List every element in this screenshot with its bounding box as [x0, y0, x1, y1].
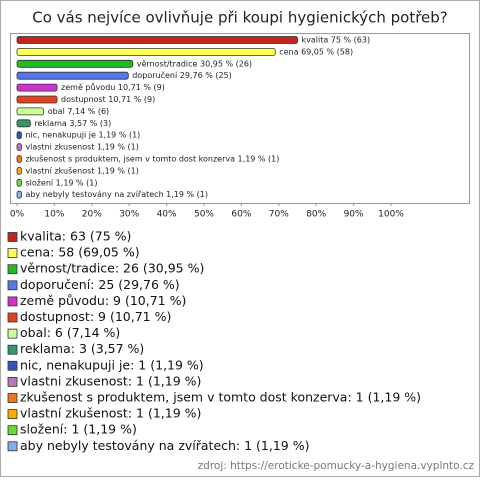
legend-label: reklama: 3 (3,57 %) [20, 341, 144, 356]
legend-label: zkušenost s produktem, jsem v tomto dost… [20, 390, 421, 405]
x-tick-label: 70% [269, 210, 289, 220]
x-tick-label: 80% [306, 210, 326, 220]
bar [16, 48, 276, 56]
legend-swatch [7, 280, 18, 291]
bar [16, 190, 22, 199]
bar-label: země původu 10,71 % (9) [61, 82, 165, 92]
bar-label: reklama 3,57 % (3) [34, 119, 111, 128]
legend-swatch [7, 409, 18, 420]
legend-label: obal: 6 (7,14 %) [20, 325, 120, 340]
chart-title: Co vás nejvíce ovlivňuje při koupi hygie… [32, 9, 448, 27]
legend-swatch [7, 312, 18, 323]
x-tick-label: 60% [231, 210, 251, 220]
legend-swatch [7, 376, 18, 387]
legend-swatch [7, 344, 18, 355]
legend-swatch [7, 296, 18, 307]
legend-label: aby nebyly testovány na zvířatech: 1 (1,… [20, 438, 309, 453]
bar [16, 71, 129, 80]
x-tick-label: 0% [10, 210, 25, 220]
bar-label: vlastni zkusenost 1,19 % (1) [25, 143, 138, 152]
legend-swatch [7, 264, 18, 275]
bar [16, 107, 45, 116]
bar [16, 36, 298, 44]
bar-label: zkušenost s produktem, jsem v tomto dost… [25, 154, 279, 164]
bar [16, 178, 22, 187]
legend-label: vlastní zkušenost: 1 (1,19 %) [20, 406, 201, 421]
bar-label: složení 1,19 % (1) [25, 178, 97, 187]
legend-swatch [7, 441, 18, 452]
bar-label: věrnost/tradice 30,95 % (26) [137, 59, 252, 68]
legend-swatch [7, 360, 18, 371]
x-tick-label: 10% [44, 210, 64, 220]
x-tick-label: 20% [82, 210, 102, 220]
legend-label: složení: 1 (1,19 %) [20, 422, 137, 437]
legend-swatch [7, 328, 18, 339]
legend-swatch [7, 425, 18, 436]
legend-label: vlastni zkusenost: 1 (1,19 %) [20, 373, 201, 388]
legend-label: dostupnost: 9 (10,71 %) [20, 309, 171, 324]
bar-label: nic, nenakupuji je 1,19 % (1) [25, 131, 140, 140]
bar [16, 83, 58, 92]
bar [16, 119, 31, 128]
legend-label: věrnost/tradice: 26 (30,95 %) [20, 261, 204, 276]
legend-label: cena: 58 (69,05 %) [20, 245, 140, 260]
x-tick-label: 30% [119, 210, 139, 220]
bar-label: obal 7,14 % (6) [48, 107, 109, 116]
source: zdroj: https://eroticke-pomucky-a-hygien… [198, 460, 475, 472]
x-tick-label: 50% [194, 210, 214, 220]
legend-label: nic, nenakupuji je: 1 (1,19 %) [20, 357, 204, 372]
legend-label: doporučení: 25 (29,76 %) [20, 277, 180, 292]
bar-label: doporučení 29,76 % (25) [132, 70, 231, 80]
legend-swatch [7, 393, 18, 403]
bar [16, 59, 134, 68]
legend-swatch [7, 232, 18, 242]
bar [16, 131, 22, 140]
x-tick-label: 40% [157, 210, 177, 220]
legend-label: kvalita: 63 (75 %) [20, 229, 131, 244]
bar-label: dostupnost 10,71 % (9) [61, 95, 155, 104]
bar-label: vlastní zkušenost 1,19 % (1) [25, 165, 138, 175]
bar-label: kvalita 75 % (63) [302, 36, 371, 45]
bar [16, 143, 22, 152]
x-tick-label: 90% [344, 210, 364, 220]
bar [16, 166, 22, 175]
bar [16, 95, 58, 104]
bar-label: cena 69,05 % (58) [279, 47, 353, 56]
bar [16, 155, 22, 163]
legend-swatch [7, 248, 18, 259]
legend-label: země původu: 9 (10,71 %) [20, 293, 186, 308]
x-tick-label: 100% [378, 210, 404, 220]
bar-label: aby nebyly testovány na zvířatech 1,19 %… [25, 190, 208, 199]
